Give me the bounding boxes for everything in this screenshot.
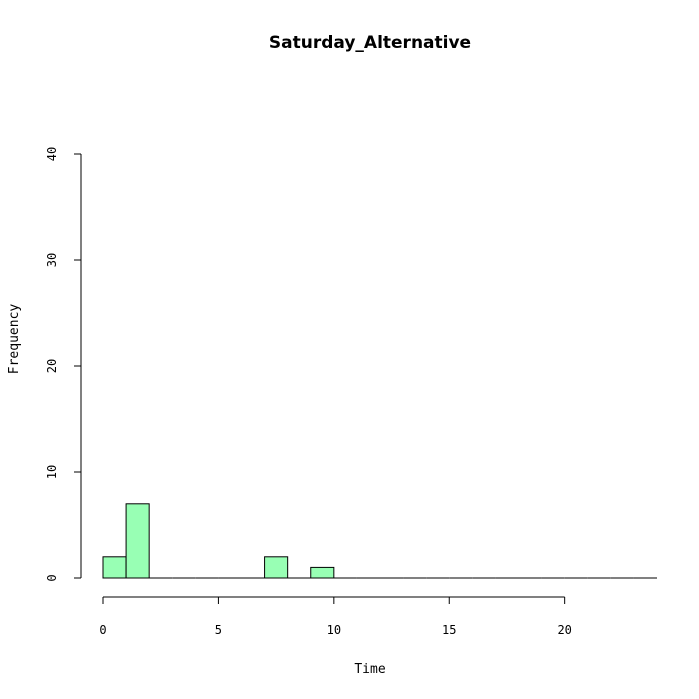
x-tick-label: 5 [215, 623, 222, 637]
histogram-bar [125, 503, 150, 579]
x-tick-label: 20 [557, 623, 571, 637]
x-tick-label: 10 [327, 623, 341, 637]
chart-title: Saturday_Alternative [269, 33, 471, 53]
y-tick-label: 0 [45, 574, 59, 581]
x-tick-label: 0 [99, 623, 106, 637]
bars-group [102, 503, 657, 579]
histogram-bar [102, 556, 127, 579]
y-tick-label: 20 [45, 359, 59, 373]
y-tick-label: 40 [45, 147, 59, 161]
histogram-bar [310, 566, 335, 579]
y-tick-label: 10 [45, 465, 59, 479]
y-axis: 0 10 20 30 40 [45, 147, 82, 582]
y-tick-label: 30 [45, 253, 59, 267]
histogram-bar [264, 556, 289, 579]
y-axis-label: Frequency [7, 304, 22, 375]
x-axis: 0 5 10 15 20 [99, 596, 572, 637]
x-tick-label: 15 [442, 623, 456, 637]
x-axis-label: Time [354, 662, 385, 677]
